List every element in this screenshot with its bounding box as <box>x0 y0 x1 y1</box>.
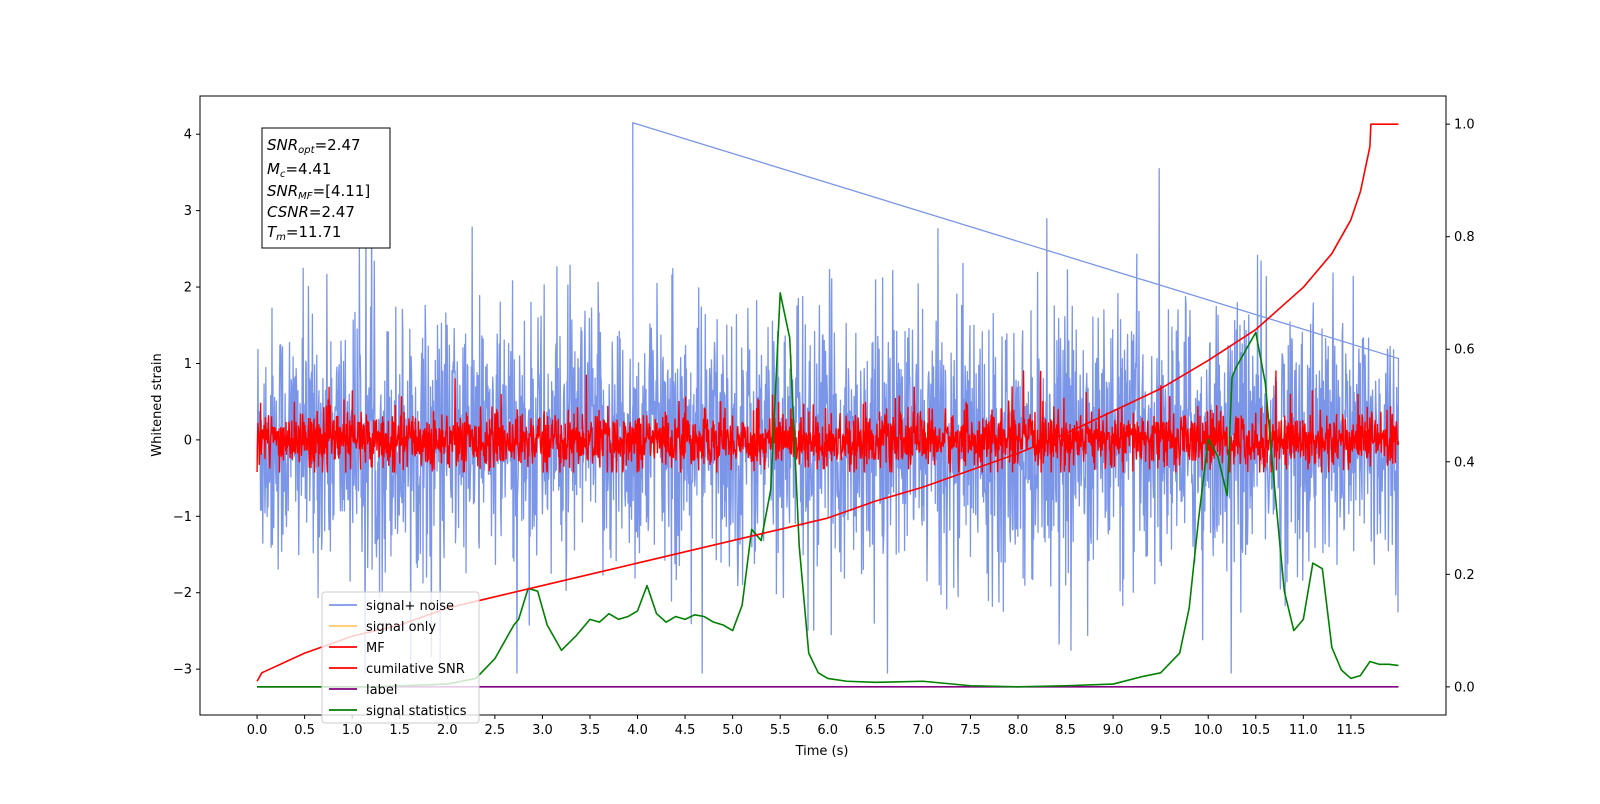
snr-opt-symbol: SNR <box>267 136 298 154</box>
snr-opt-value: =2.47 <box>315 136 361 154</box>
x-tick-label: 5.0 <box>722 723 743 738</box>
y2-tick-label: 0.2 <box>1454 568 1475 583</box>
x-tick-label: 4.5 <box>675 723 696 738</box>
x-tick-label: 3.5 <box>580 723 601 738</box>
x-axis: 0.0 0.5 1.0 1.5 2.0 2.5 3.0 3.5 4.0 4.5 5.0 5.5 6.0 6… <box>247 715 1365 738</box>
x-tick-label: 1.5 <box>389 723 410 738</box>
legend-label-mf: MF <box>366 641 385 656</box>
y-tick-label: 0 <box>184 433 192 448</box>
mc-symbol: M <box>267 160 280 178</box>
x-tick-label: 8.5 <box>1055 723 1076 738</box>
legend-frame <box>321 591 480 724</box>
legend-label-signal-noise: signal+ noise <box>366 599 454 614</box>
y-tick-label: −1 <box>173 510 192 525</box>
mc-value: =4.41 <box>285 160 331 178</box>
x-tick-label: 0.0 <box>247 723 268 738</box>
csnr-symbol: CSNR <box>267 203 309 221</box>
y-tick-label: 1 <box>184 357 192 372</box>
x-tick-label: 4.0 <box>627 723 648 738</box>
x-tick-label: 3.0 <box>532 723 553 738</box>
snr-mf-subscript: MF <box>298 191 313 202</box>
y-axis-left: −3 −2 −1 0 1 2 3 4 <box>173 128 200 678</box>
x-tick-label: 2.0 <box>437 723 458 738</box>
y2-tick-label: 0.4 <box>1454 455 1475 470</box>
mc-subscript: c <box>280 169 286 180</box>
csnr-value: =2.47 <box>309 203 355 221</box>
y-tick-label: 2 <box>184 281 192 296</box>
snr-mf-value: =[4.11] <box>313 182 371 200</box>
legend-label-cumilative-snr: cumilative SNR <box>366 662 465 677</box>
x-tick-label: 8.0 <box>1008 723 1029 738</box>
y2-tick-label: 0.8 <box>1454 230 1475 245</box>
x-tick-label: 11.0 <box>1289 723 1318 738</box>
y-axis-label: Whitened strain <box>150 353 165 456</box>
x-tick-label: 5.5 <box>770 723 791 738</box>
y2-tick-label: 0.0 <box>1454 680 1475 695</box>
x-tick-label: 6.5 <box>865 723 886 738</box>
legend-label-signal-only: signal only <box>366 620 436 635</box>
x-tick-label: 9.5 <box>1150 723 1171 738</box>
snr-opt-subscript: opt <box>298 145 315 156</box>
x-tick-label: 6.0 <box>817 723 838 738</box>
y-tick-label: −3 <box>173 663 192 678</box>
x-tick-label: 7.5 <box>960 723 981 738</box>
snr-opt-text: SNRopt=2.47 <box>267 136 361 156</box>
legend: signal+ noise signal only MF cumilative SNR… <box>321 591 480 724</box>
x-tick-label: 0.5 <box>294 723 315 738</box>
x-tick-label: 11.5 <box>1336 723 1365 738</box>
snr-mf-text: SNRMF=[4.11] <box>267 182 370 202</box>
legend-label-label: label <box>366 683 397 698</box>
legend-label-signal-statistics: signal statistics <box>366 704 467 719</box>
x-tick-label: 10.5 <box>1241 723 1270 738</box>
tm-symbol: T <box>267 223 278 241</box>
series-signal-statistics <box>257 292 1399 688</box>
x-axis-label: Time (s) <box>795 744 849 759</box>
y-axis-right: 0.0 0.2 0.4 0.6 0.8 1.0 <box>1446 118 1475 695</box>
info-box: SNRopt=2.47 Mc=4.41 SNRMF=[4.11] CSNR=2.… <box>261 127 391 249</box>
x-tick-label: 1.0 <box>342 723 363 738</box>
mc-text: Mc=4.41 <box>267 160 331 180</box>
x-tick-label: 7.0 <box>913 723 934 738</box>
snr-mf-symbol: SNR <box>267 182 298 200</box>
x-tick-label: 10.0 <box>1194 723 1223 738</box>
info-box-frame <box>261 127 391 249</box>
csnr-text: CSNR=2.47 <box>267 203 355 221</box>
tm-subscript: m <box>276 232 286 243</box>
y-tick-label: 4 <box>184 128 192 143</box>
tm-text: Tm=11.71 <box>267 223 341 243</box>
plot-frame <box>199 95 1447 716</box>
series-signal-noise <box>256 122 1400 674</box>
tm-value: =11.71 <box>286 223 342 241</box>
y2-tick-label: 0.6 <box>1454 343 1475 358</box>
x-tick-label: 2.5 <box>485 723 506 738</box>
x-tick-label: 9.0 <box>1103 723 1124 738</box>
y2-tick-label: 1.0 <box>1454 118 1475 133</box>
y-tick-label: 3 <box>184 204 192 219</box>
y-tick-label: −2 <box>173 586 192 601</box>
